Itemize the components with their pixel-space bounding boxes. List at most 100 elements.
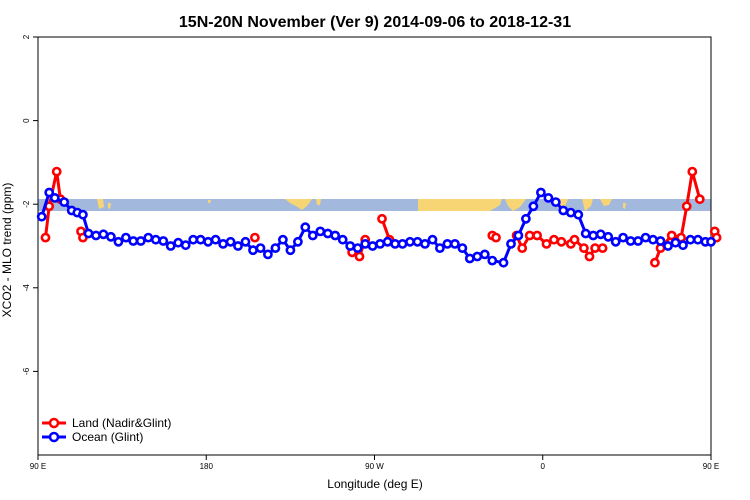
- legend-item-land: Land (Nadir&Glint): [42, 416, 171, 430]
- data-point: [694, 194, 705, 205]
- data-point: [648, 234, 658, 245]
- data-point: [650, 257, 660, 268]
- data-point: [579, 243, 589, 253]
- data-point: [597, 243, 608, 253]
- data-point: [292, 236, 303, 247]
- data-point: [678, 240, 688, 251]
- data-point: [354, 251, 365, 262]
- x-tick-label: 180: [200, 462, 214, 471]
- data-point: [517, 243, 528, 253]
- y-axis-label: XCO2 - MLO trend (ppm): [0, 183, 14, 318]
- x-tick-label: 90 E: [703, 462, 719, 471]
- data-point: [270, 243, 281, 253]
- data-point: [434, 243, 445, 253]
- data-point: [322, 228, 333, 239]
- x-tick-label: 90 W: [365, 462, 384, 471]
- data-point: [528, 201, 539, 212]
- data-point: [248, 245, 258, 256]
- data-point: [693, 234, 703, 245]
- data-point: [506, 238, 516, 249]
- data-point: [300, 222, 311, 233]
- data-point: [165, 241, 176, 251]
- data-point: [36, 211, 47, 222]
- data-point: [307, 230, 318, 241]
- y-tick-label: 2: [22, 34, 31, 39]
- data-point: [663, 241, 673, 251]
- data-point: [670, 237, 681, 248]
- data-point: [472, 251, 483, 262]
- data-point: [618, 232, 628, 243]
- data-point: [397, 238, 408, 249]
- data-point: [135, 236, 146, 246]
- data-point: [91, 230, 101, 241]
- data-point: [603, 231, 614, 242]
- series-line: [44, 170, 62, 238]
- data-point: [412, 236, 423, 247]
- data-point: [83, 228, 94, 239]
- series-1: [36, 187, 716, 268]
- data-point: [98, 229, 109, 240]
- data-point: [106, 231, 116, 242]
- data-point: [588, 230, 599, 241]
- data-point: [666, 230, 677, 241]
- data-point: [590, 243, 600, 253]
- data-point: [195, 234, 206, 245]
- data-point: [532, 230, 542, 241]
- data-point: [113, 236, 124, 247]
- data-point: [491, 232, 501, 243]
- band-land-1: [108, 203, 111, 209]
- data-point: [277, 234, 288, 245]
- data-point: [255, 243, 266, 253]
- data-point: [584, 251, 595, 262]
- data-point: [203, 236, 213, 247]
- data-point: [225, 236, 236, 247]
- data-point: [565, 207, 576, 218]
- data-point: [442, 238, 453, 249]
- data-point: [337, 234, 348, 245]
- data-point: [541, 238, 552, 249]
- data-point: [330, 230, 341, 241]
- data-point: [595, 229, 606, 240]
- data-point: [315, 226, 326, 237]
- data-point: [569, 234, 580, 245]
- legend-item-ocean: Ocean (Glint): [42, 430, 143, 444]
- data-point: [449, 238, 460, 249]
- data-point: [285, 245, 296, 256]
- surface-type-band: [38, 199, 711, 211]
- data-point: [457, 243, 468, 253]
- data-point: [210, 234, 221, 245]
- data-point: [345, 241, 356, 251]
- x-axis-label: Longitude (deg E): [327, 477, 422, 491]
- band-land-0: [97, 199, 104, 209]
- data-point: [382, 236, 393, 247]
- data-point: [143, 232, 154, 243]
- data-point: [498, 257, 509, 268]
- data-point: [521, 213, 531, 224]
- data-point: [158, 236, 169, 246]
- y-tick-label: -4: [22, 284, 31, 292]
- data-point: [633, 236, 643, 246]
- band-land-9: [623, 203, 626, 209]
- legend-marker-land: [48, 417, 60, 429]
- data-point: [150, 234, 161, 245]
- data-point: [249, 232, 260, 243]
- band-land-8: [600, 199, 612, 206]
- y-tick-label: 0: [22, 118, 31, 123]
- band-land-2: [285, 199, 312, 210]
- data-point: [681, 201, 692, 212]
- data-point: [543, 192, 554, 203]
- data-point: [513, 230, 524, 241]
- band-land-5: [505, 199, 526, 211]
- data-point: [218, 238, 228, 249]
- data-point: [655, 236, 666, 246]
- band-land-4: [418, 199, 502, 211]
- data-point: [685, 234, 696, 245]
- data-point: [687, 166, 698, 177]
- legend: Land (Nadir&Glint) Ocean (Glint): [42, 416, 171, 444]
- data-point: [405, 236, 415, 247]
- band-ocean: [38, 199, 711, 211]
- x-tick-label: 90 E: [30, 462, 46, 471]
- series-0: [40, 166, 722, 268]
- data-point: [49, 192, 60, 203]
